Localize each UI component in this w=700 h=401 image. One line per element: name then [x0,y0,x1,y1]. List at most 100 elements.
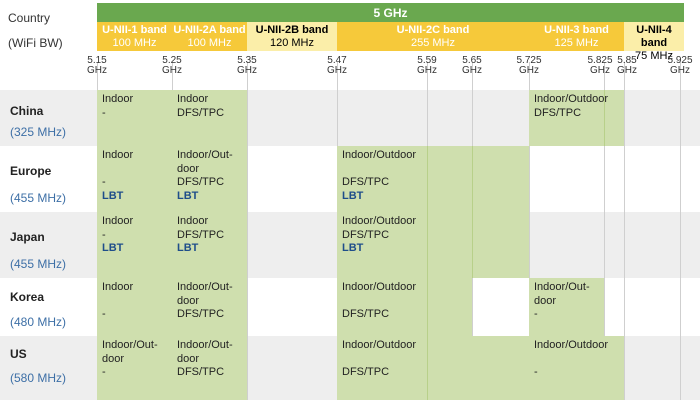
cell-line: Indoor [102,93,134,105]
allocation-cell: Indoor/Outdoor DFS/TPC [337,336,529,400]
cell-line: - [102,106,106,119]
freq-value: 5.65 [462,55,482,66]
band-name: U-NII-2A band [173,24,246,36]
freq-label: 5.825 GHz [587,56,612,76]
channel-divider [604,90,605,146]
cell-line: - [534,308,538,320]
cell-line: Indoor [102,215,134,227]
freq-label: 5.25 GHz [162,56,182,76]
cell-line: Indoor/Out- [534,281,590,293]
cell-line: Indoor/Outdoor [342,149,416,161]
lbt-label: LBT [342,189,364,202]
cell-line: door [177,352,200,365]
wifi-bw-column-header: (WiFi BW) [8,36,63,50]
band-unii-2a: U-NII-2A band 100 MHz [172,22,247,51]
freq-label: 5.65 GHz [462,56,482,76]
cell-line: Indoor/Outdoor [342,339,416,351]
allocation-cell: Indoor DFS/TPC [172,90,247,146]
cell-line: Indoor/Out- [177,339,233,351]
band-unii-2b: U-NII-2B band 120 MHz [247,22,337,51]
cell-line: DFS/TPC [177,176,225,188]
country-column-header: Country [8,11,51,25]
freq-value: 5.825 [587,55,613,66]
cell-line [342,353,529,367]
cell-line: DFS/TPC [342,228,390,241]
cell-line [102,163,172,177]
cell-line: - [102,308,106,320]
freq-unit: GHz [87,65,107,76]
allocation-cell: Indoor/Outdoor - [529,336,624,400]
cell-line: DFS/TPC [342,308,390,320]
freq-value: 5.15 [87,55,107,66]
freq-label: 5.725 GHz [516,56,541,76]
allocation-cell: Indoor/Outdoor DFS/TPC [529,90,624,146]
cell-line [102,295,172,309]
country-japan: Japan [10,230,45,244]
freq-label: 5.15 GHz [87,56,107,76]
country-bw-korea: (480 MHz) [10,315,67,329]
allocation-cell: Indoor/Outdoor DFS/TPC [337,278,472,336]
freq-unit: GHz [670,65,690,76]
band-name: U-NII-3 band [544,24,609,36]
allocation-cell: Indoor/Outdoor DFS/TPC LBT [337,212,529,278]
freq-value: 5.25 [162,55,182,66]
band-unii-2c: U-NII-2C band 255 MHz [337,22,529,51]
band-bandwidth: 255 MHz [410,37,456,49]
band-unii-4: U-NII-4 band 75 MHz [624,22,684,62]
country-us: US [10,347,27,361]
cell-line: Indoor/Outdoor [342,215,416,227]
freq-value: 5.47 [327,55,347,66]
freq-unit: GHz [237,65,257,76]
cell-line: Indoor/Outdoor [534,339,608,351]
country-bw-japan: (455 MHz) [10,257,67,271]
cell-line: Indoor [177,215,209,227]
cell-line: Indoor/Out- [102,339,158,351]
allocation-cell: Indoor/Out- door DFS/TPC [172,278,247,336]
band-bandwidth: 120 MHz [269,37,315,49]
freq-label: 5.925 GHz [667,56,692,76]
freq-value: 5.35 [237,55,257,66]
cell-line: - [102,366,106,378]
band-unii-1: U-NII-1 band 100 MHz [97,22,172,51]
allocation-cell: Indoor/Out- door DFS/TPC [172,336,247,400]
freq-value: 5.725 [516,55,542,66]
lbt-label: LBT [177,189,199,202]
cell-line: door [534,294,557,307]
band-name: U-NII-2B band [255,24,329,36]
freq-unit: GHz [162,65,182,76]
band-unii-3: U-NII-3 band 125 MHz [529,22,624,51]
freq-label: 5.47 GHz [327,56,347,76]
cell-line: door [177,162,200,175]
allocation-cell: Indoor/Out- door DFS/TPC LBT [172,146,247,212]
cell-line: Indoor/Outdoor [342,281,416,293]
country-bw-europe: (455 MHz) [10,191,67,205]
cell-line: Indoor [102,281,134,293]
allocation-cell: Indoor/Out- door - [529,278,604,336]
channel-divider [472,146,473,278]
band-bandwidth: 100 MHz [112,37,157,49]
country-china: China [10,104,44,118]
cell-line: DFS/TPC [342,366,390,378]
cell-line: DFS/TPC [177,308,225,320]
cell-line: DFS/TPC [177,366,225,378]
cell-line [342,163,529,177]
cell-line: Indoor/Out- [177,149,233,161]
cell-line: door [102,352,125,365]
cell-line: Indoor [102,149,134,161]
freq-value: 5.925 [667,55,693,66]
tick-5-925 [680,62,681,400]
freq-unit: GHz [590,65,610,76]
tick-5-35 [247,62,248,400]
freq-unit: GHz [327,65,347,76]
country-bw-china: (325 MHz) [10,125,67,139]
cell-line: Indoor [177,93,209,105]
cell-line: Indoor/Out- [177,281,233,293]
band-name: U-NII-4 band [636,24,672,49]
allocation-cell: Indoor/Outdoor DFS/TPC LBT [337,146,529,212]
allocation-cell: Indoor - LBT [97,146,172,212]
freq-label: 5.35 GHz [237,56,257,76]
allocation-cell: Indoor DFS/TPC LBT [172,212,247,278]
freq-unit: GHz [519,65,539,76]
cell-line: DFS/TPC [177,106,225,119]
allocation-cell: Indoor - [97,90,172,146]
